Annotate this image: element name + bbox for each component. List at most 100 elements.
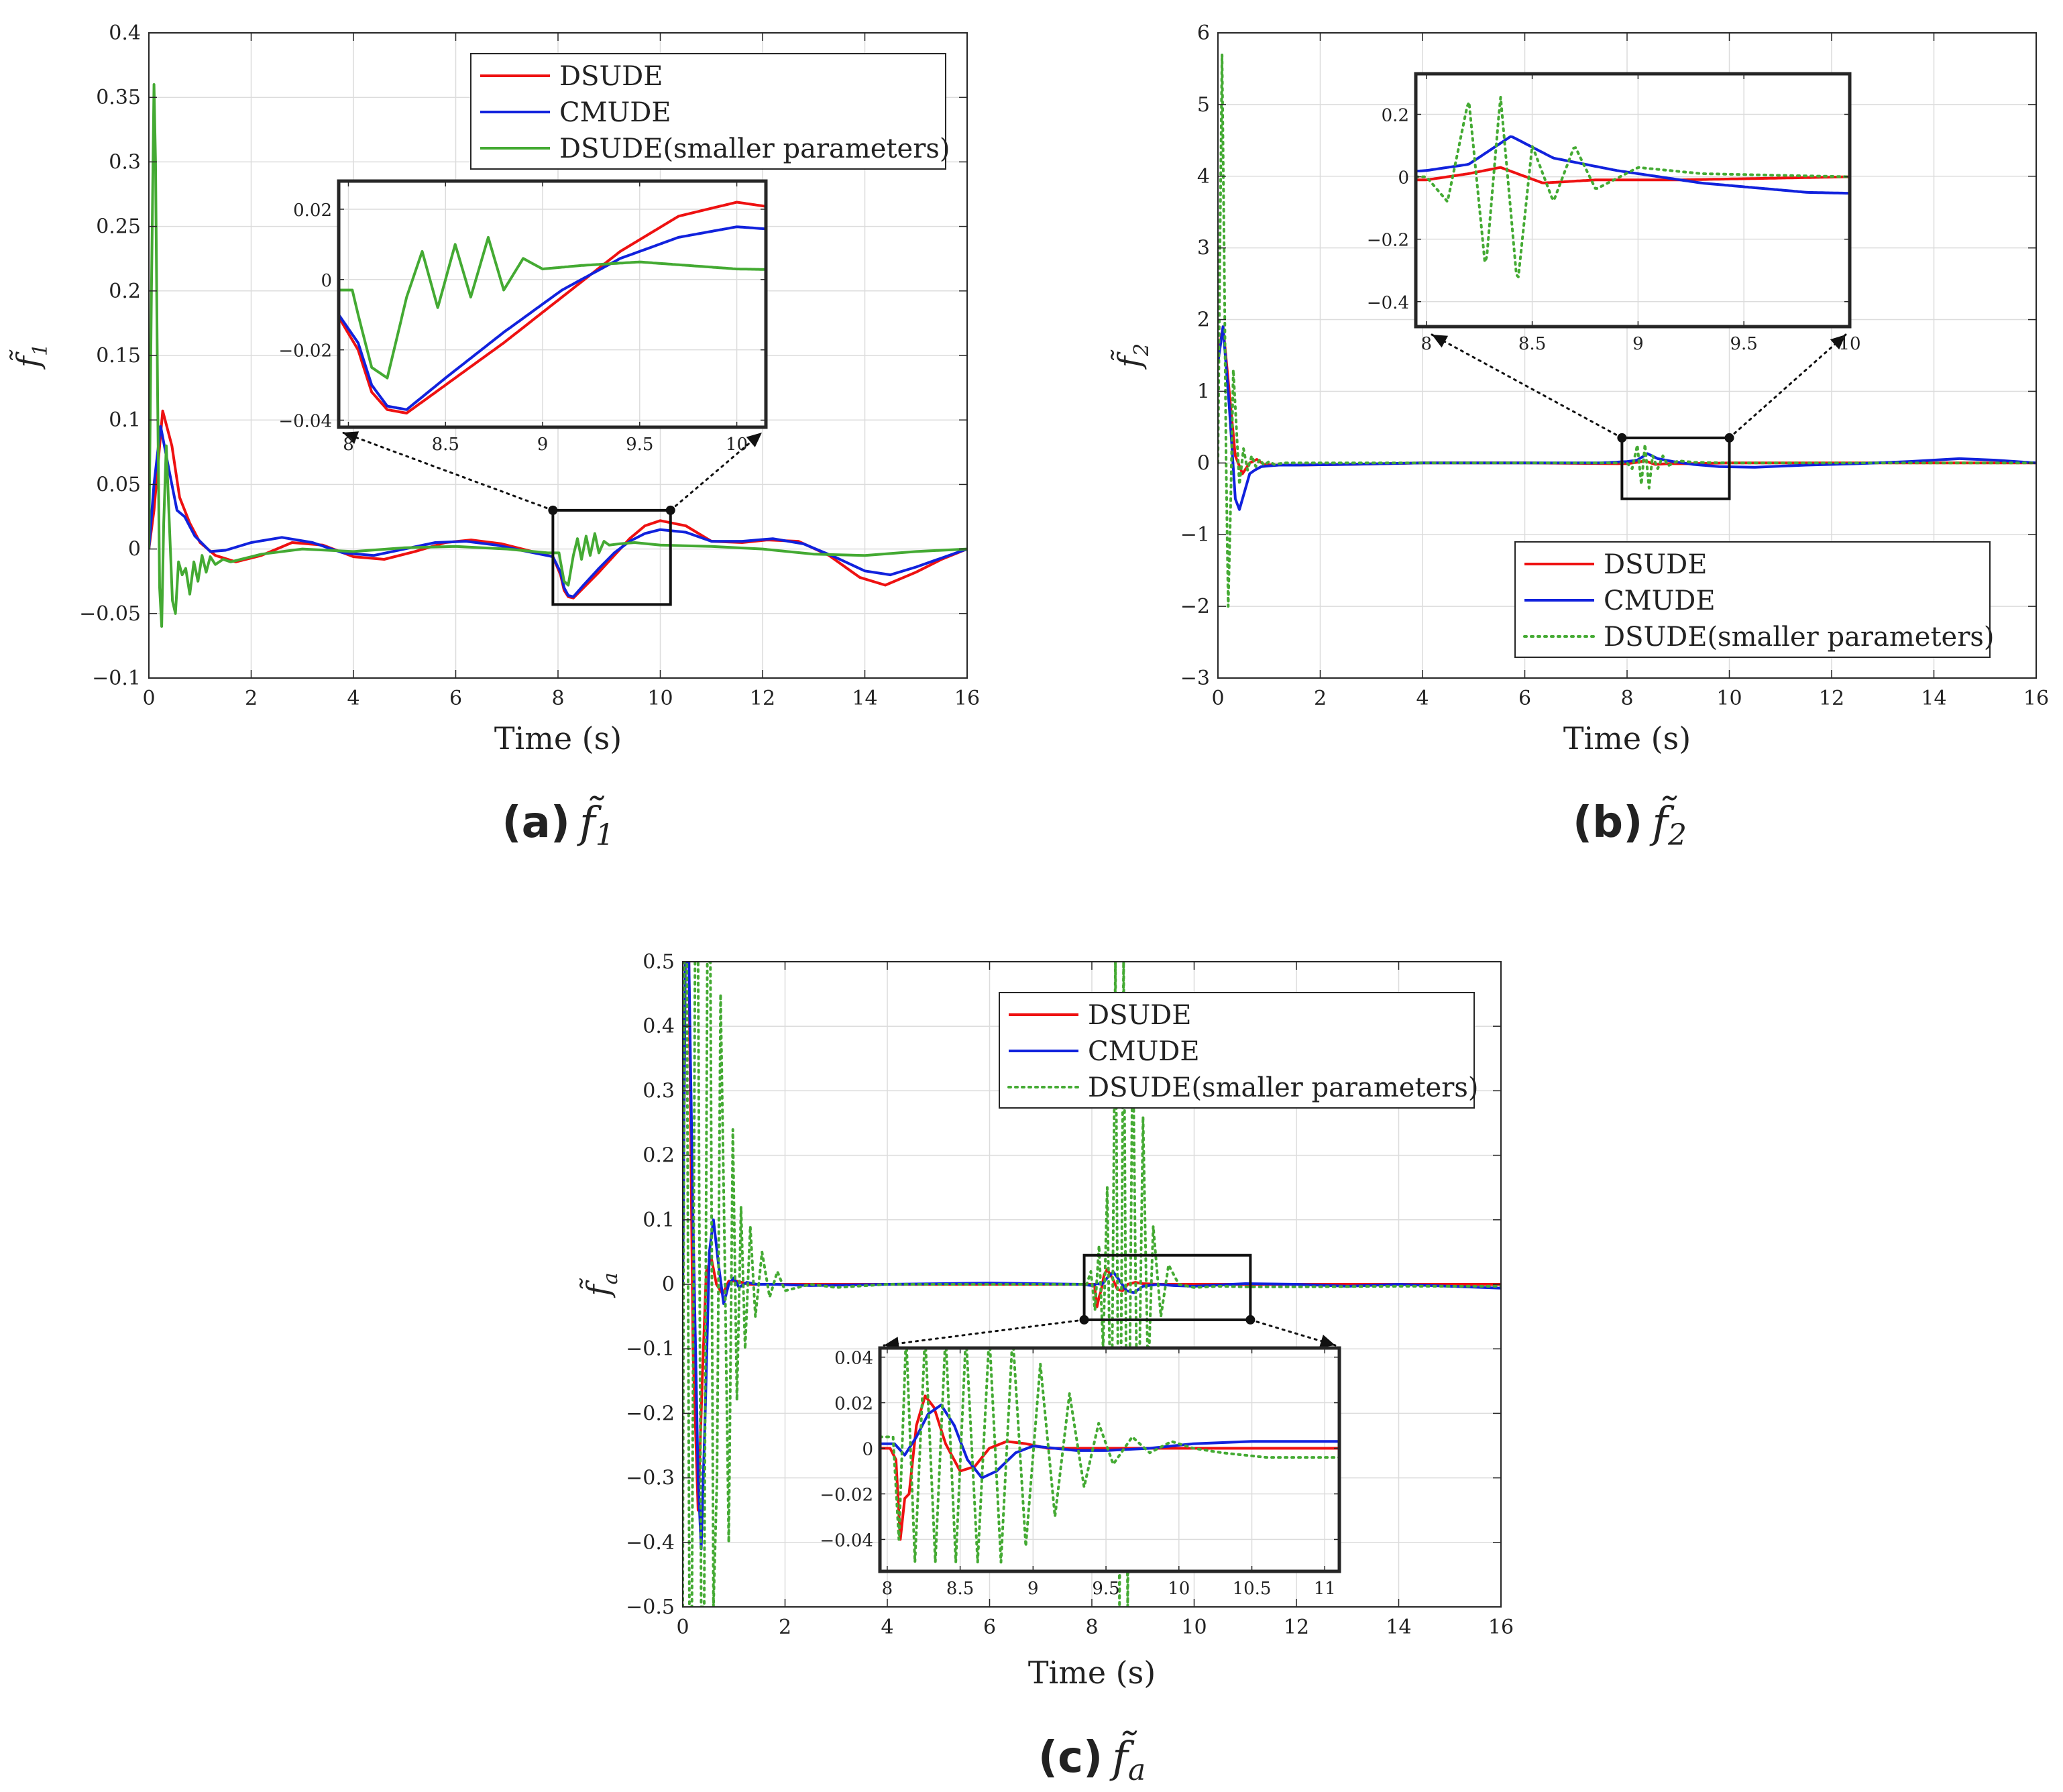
main-xtick-label: 14 bbox=[1386, 1616, 1411, 1639]
panel-caption-subscript: 2 bbox=[1667, 818, 1687, 852]
inset-series-line-3 bbox=[339, 235, 766, 380]
legend-entry-label: DSUDE bbox=[559, 61, 663, 92]
inset-series-group bbox=[880, 1348, 1339, 1564]
main-ytick-label: 0.4 bbox=[643, 1015, 675, 1038]
main-xtick-label: 16 bbox=[2023, 687, 2049, 710]
legend-entry-label: DSUDE(smaller parameters) bbox=[1604, 622, 1994, 653]
inset-ytick-label: 0.02 bbox=[293, 201, 332, 221]
main-series-line-3 bbox=[149, 83, 967, 628]
inset-series-line-2 bbox=[339, 225, 766, 411]
main-xtick-label: 6 bbox=[1518, 687, 1531, 710]
y-axis-label-subscript: a bbox=[599, 1273, 622, 1285]
main-ytick-label: 4 bbox=[1197, 165, 1210, 188]
zoom-connector-arrow bbox=[746, 433, 762, 447]
inset-ytick-label: 0.04 bbox=[834, 1349, 873, 1369]
inset-xtick-label: 9 bbox=[1027, 1579, 1039, 1599]
inset-xtick-label: 11 bbox=[1314, 1579, 1336, 1599]
inset-ytick-label: −0.2 bbox=[1367, 231, 1409, 251]
main-xtick-label: 8 bbox=[551, 687, 564, 710]
inset-series-line-3 bbox=[1416, 96, 1850, 278]
legend: DSUDE CMUDE DSUDE(smaller parameters) bbox=[999, 992, 1478, 1109]
zoom-connector-2 bbox=[1728, 333, 1847, 439]
zoom-connector-1 bbox=[1431, 333, 1623, 439]
main-xtick-label: 2 bbox=[1314, 687, 1327, 710]
main-ytick-label: 0.3 bbox=[643, 1079, 675, 1103]
inset-xtick-label: 10 bbox=[1168, 1579, 1190, 1599]
inset-frame bbox=[1414, 72, 1852, 329]
main-xtick-label: 4 bbox=[1416, 687, 1429, 710]
main-ytick-label: 0 bbox=[1197, 451, 1210, 475]
main-ytick-label: −2 bbox=[1180, 595, 1210, 618]
main-ytick-label: 0.35 bbox=[96, 86, 141, 109]
main-ytick-label: −0.5 bbox=[626, 1595, 675, 1619]
main-ytick-label: 0.1 bbox=[109, 408, 141, 432]
main-ytick-label: 3 bbox=[1197, 237, 1210, 260]
x-axis-label: Time (s) bbox=[494, 720, 622, 757]
inset-ytick-label: 0.2 bbox=[1382, 106, 1409, 126]
x-axis-label: Time (s) bbox=[1028, 1655, 1156, 1691]
main-xtick-label: 16 bbox=[1488, 1616, 1514, 1639]
zoom-connector-dot bbox=[548, 505, 558, 515]
zoom-connector-dot bbox=[1079, 1314, 1089, 1325]
panel-caption-letter: (a) bbox=[502, 798, 570, 848]
inset-series-line-2 bbox=[1416, 135, 1850, 195]
inset-ytick-label: 0.02 bbox=[834, 1394, 873, 1414]
inset-axes: 8 8.5 9 9.5 10 −0.4 −0.2 0 0.2 bbox=[1367, 72, 1861, 354]
main-xtick-label: 8 bbox=[1085, 1616, 1098, 1639]
inset-ytick-label: −0.04 bbox=[820, 1530, 873, 1551]
main-series-group bbox=[683, 962, 1501, 1607]
inset-ytick-label: −0.04 bbox=[278, 412, 332, 432]
inset-xtick-label: 8 bbox=[1421, 334, 1433, 354]
inset-series-line-1 bbox=[339, 201, 766, 414]
inset-plot-area bbox=[1416, 74, 1850, 327]
inset-xtick-label: 9 bbox=[1632, 334, 1644, 354]
main-ytick-label: 5 bbox=[1197, 93, 1210, 117]
zoom-connector-2 bbox=[669, 431, 763, 512]
main-ytick-label: −0.4 bbox=[626, 1531, 675, 1555]
main-ytick-label: −0.1 bbox=[626, 1337, 675, 1361]
inset-xtick-label: 10 bbox=[726, 435, 748, 455]
panel-caption-subscript: a bbox=[1128, 1753, 1146, 1787]
zoom-connector-dot bbox=[1617, 433, 1627, 443]
legend-entry-label: CMUDE bbox=[1088, 1036, 1200, 1067]
main-ytick-label: −0.3 bbox=[626, 1467, 675, 1490]
main-ytick-label: −0.05 bbox=[79, 602, 141, 626]
inset-series-group bbox=[1416, 96, 1850, 278]
inset-ytick-label: −0.4 bbox=[1367, 293, 1409, 313]
panel-a: 0 2 4 6 8 10 12 14 16−0.1−0.0500.050.10.150.20.2… bbox=[9, 21, 980, 852]
main-ytick-label: −0.1 bbox=[92, 667, 141, 690]
main-ytick-label: 0.5 bbox=[643, 950, 675, 974]
inset-ytick-label: 0 bbox=[862, 1440, 873, 1460]
inset-xtick-label: 9.5 bbox=[626, 435, 653, 455]
inset-series-group bbox=[339, 201, 766, 414]
inset-xtick-label: 9.5 bbox=[1730, 334, 1758, 354]
main-xtick-label: 2 bbox=[779, 1616, 791, 1639]
zoom-box bbox=[1082, 1253, 1252, 1321]
inset-ytick-label: 0 bbox=[321, 271, 332, 291]
zoom-connector-2 bbox=[1249, 1319, 1337, 1347]
main-xtick-label: 14 bbox=[1921, 687, 1946, 710]
zoom-box bbox=[1620, 436, 1731, 500]
main-series-group bbox=[1218, 53, 2036, 608]
main-xtick-label: 4 bbox=[347, 687, 359, 710]
main-series-line-3 bbox=[683, 962, 1501, 1607]
inset-series-line-3 bbox=[880, 1348, 1339, 1564]
panel-c: 0 2 4 6 8 10 12 14 16 −0.5 −0.4 −0.3 −0.2 −0.1 0 0.1 0.2… bbox=[579, 950, 1514, 1787]
main-xtick-label: 0 bbox=[142, 687, 155, 710]
main-ytick-label: −0.2 bbox=[626, 1402, 675, 1425]
panel-caption: (b) f̃2 bbox=[1573, 796, 1687, 852]
legend: DSUDE CMUDE DSUDE(smaller parameters) bbox=[470, 53, 950, 170]
main-ytick-label: 0.05 bbox=[96, 473, 141, 496]
main-xtick-label: 12 bbox=[750, 687, 775, 710]
zoom-connector-1 bbox=[883, 1319, 1086, 1347]
inset-xtick-label: 8 bbox=[882, 1579, 893, 1599]
panel-caption: (c) f̃a bbox=[1038, 1731, 1146, 1787]
inset-axes: 8 8.5 9 9.5 10 10.5 11 −0.04 −0.02 0 0.02 0.04 bbox=[820, 1346, 1341, 1599]
inset-xtick-label: 10 bbox=[1838, 334, 1860, 354]
main-series-group bbox=[149, 83, 967, 628]
main-xtick-label: 0 bbox=[1211, 687, 1224, 710]
main-ytick-label: 0.4 bbox=[109, 21, 141, 45]
main-xtick-label: 6 bbox=[449, 687, 462, 710]
